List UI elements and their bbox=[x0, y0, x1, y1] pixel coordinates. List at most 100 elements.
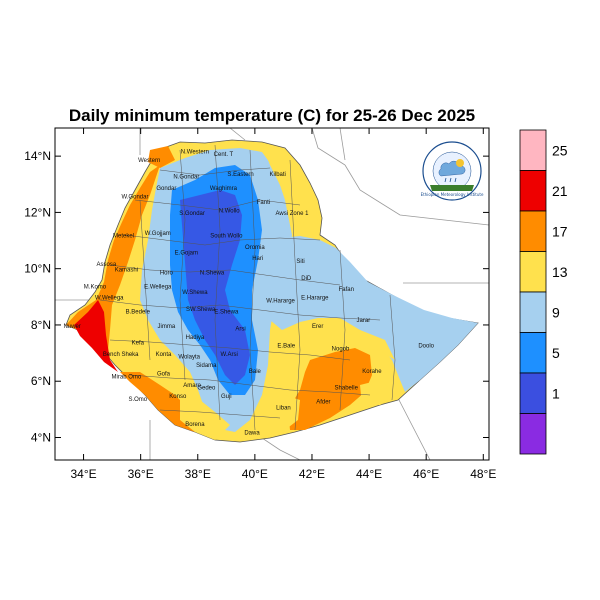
institute-logo: Ethiopian Meteorology Institute bbox=[421, 141, 484, 201]
zone-label: Oromia bbox=[245, 245, 265, 251]
zone-label: Nogob bbox=[332, 346, 350, 352]
zone-label: Nuwer bbox=[63, 324, 80, 330]
rain-icon bbox=[444, 177, 457, 183]
zone-label: Horo bbox=[160, 270, 174, 276]
colorbar-label: 9 bbox=[552, 304, 560, 320]
zone-labels: N.Western Cent. T Western N.Gondar S.Eastern… bbox=[63, 149, 434, 436]
zone-label: Kefa bbox=[132, 341, 145, 347]
zone-label: Borena bbox=[185, 422, 205, 428]
zone-label: Guji bbox=[221, 394, 232, 400]
colorbar-swatch bbox=[519, 251, 547, 293]
temperature-field bbox=[65, 139, 479, 443]
zone-label: Shabelle bbox=[335, 386, 359, 392]
zone-label: S.Omo bbox=[128, 397, 147, 403]
zone-label: South Wollo bbox=[210, 234, 243, 240]
x-tick-label: 34°E bbox=[70, 467, 96, 481]
x-tick-label: 46°E bbox=[413, 467, 439, 481]
y-tick-label: 8°N bbox=[31, 318, 51, 332]
zone-label: Korahe bbox=[362, 369, 382, 375]
colorbar-swatch bbox=[519, 291, 547, 333]
y-tick-label: 14°N bbox=[24, 149, 51, 163]
zone-label: Amaro bbox=[183, 383, 201, 389]
colorbar-label: 25 bbox=[552, 142, 568, 158]
zone-label: S.Gondar bbox=[179, 211, 205, 217]
logo-caption: Ethiopian Meteorology Institute bbox=[421, 192, 484, 197]
colorbar-label: 5 bbox=[552, 345, 560, 361]
zone-label: Mirab Omo bbox=[112, 374, 142, 380]
map-title: Daily minimum temperature (C) for 25-26 … bbox=[69, 106, 475, 125]
zone-label: N.Wollo bbox=[219, 208, 241, 214]
zone-label: Kamashi bbox=[115, 267, 138, 273]
zone-label: Wolayta bbox=[178, 355, 200, 361]
colorbar-swatch bbox=[519, 413, 547, 455]
zone-label: M.Komo bbox=[84, 284, 107, 290]
zone-label: W.Hararge bbox=[266, 298, 295, 304]
colorbar-swatch bbox=[519, 372, 547, 414]
zone-label: Erer bbox=[312, 324, 323, 330]
y-tick-label: 4°N bbox=[31, 430, 51, 444]
zone-label: E.Shewa bbox=[214, 310, 239, 316]
zone-label: Doolo bbox=[418, 343, 434, 349]
zone-label: Hadiya bbox=[186, 335, 205, 341]
zone-label: Hari bbox=[252, 256, 263, 262]
zone-label: Western bbox=[138, 158, 160, 164]
zone-label: Assosa bbox=[97, 262, 117, 268]
zone-label: Konta bbox=[156, 352, 172, 358]
logo-ribbon bbox=[430, 185, 474, 191]
zone-label: Liban bbox=[276, 405, 291, 411]
zone-label: W.Arsi bbox=[220, 352, 237, 358]
zone-label: Bench Sheka bbox=[103, 352, 139, 358]
y-tick-label: 6°N bbox=[31, 374, 51, 388]
x-tick-label: 48°E bbox=[470, 467, 496, 481]
zone-label: Cent. T bbox=[214, 152, 234, 158]
zone-label: W.Wellega bbox=[95, 296, 124, 302]
map-axes: 34°E 36°E 38°E 40°E 42°E 44°E 46°E 48°E 14°N 12°N… bbox=[24, 128, 496, 481]
zone-label: Arsi bbox=[235, 327, 245, 333]
zone-label: DiD bbox=[301, 276, 312, 282]
zone-label: Gofa bbox=[157, 372, 171, 378]
zone-boundaries bbox=[99, 144, 396, 431]
colorbar-swatch bbox=[519, 170, 547, 212]
zone-label: Gedeo bbox=[197, 386, 216, 392]
x-tick-label: 40°E bbox=[242, 467, 268, 481]
x-tick-label: 38°E bbox=[185, 467, 211, 481]
zone-label: Fafan bbox=[339, 287, 354, 293]
sun-icon bbox=[456, 159, 464, 167]
colorbar-swatch bbox=[519, 129, 547, 171]
zone-label: Awsi Zone 1 bbox=[276, 211, 310, 217]
colorbar-swatch bbox=[519, 332, 547, 374]
colorbar-label: 1 bbox=[552, 385, 560, 401]
zone-label: E.Hararge bbox=[301, 296, 329, 302]
colorbar-label: 13 bbox=[552, 264, 568, 280]
zone-label: Dawa bbox=[244, 431, 260, 437]
zone-label: W.Shewa bbox=[182, 290, 208, 296]
zone-label: Siti bbox=[296, 259, 304, 265]
colorbar-label: 21 bbox=[552, 183, 568, 199]
zone-label: SW.Shewa bbox=[186, 307, 216, 313]
zone-label: Afder bbox=[316, 400, 330, 406]
x-tick-label: 36°E bbox=[128, 467, 154, 481]
zone-label: Fanti bbox=[257, 200, 270, 206]
colorbar: 25 21 17 13 9 5 1 bbox=[519, 129, 568, 455]
zone-label: Waghimra bbox=[210, 186, 238, 192]
zone-label: Jimma bbox=[158, 324, 176, 330]
zone-label: Jarar bbox=[357, 318, 371, 324]
zone-label: Metekel bbox=[113, 234, 134, 240]
zone-label: N.Shewa bbox=[200, 270, 225, 276]
zone-label: E.Gojam bbox=[175, 251, 198, 257]
zone-label: Kilbati bbox=[270, 172, 286, 178]
zone-label: B.Bedele bbox=[126, 310, 151, 316]
zone-label: S.Eastern bbox=[227, 172, 253, 178]
zone-label: W.Gojjam bbox=[145, 231, 171, 237]
zone-label: N.Western bbox=[181, 149, 209, 155]
y-tick-label: 10°N bbox=[24, 262, 51, 276]
zone-label: Gondar bbox=[156, 186, 176, 192]
zone-label: Konso bbox=[169, 394, 187, 400]
zone-label: Sidama bbox=[196, 363, 217, 369]
zone-label: Bale bbox=[249, 369, 262, 375]
x-tick-label: 42°E bbox=[299, 467, 325, 481]
y-tick-label: 12°N bbox=[24, 205, 51, 219]
colorbar-swatch bbox=[519, 210, 547, 252]
plot-frame bbox=[54, 127, 490, 461]
